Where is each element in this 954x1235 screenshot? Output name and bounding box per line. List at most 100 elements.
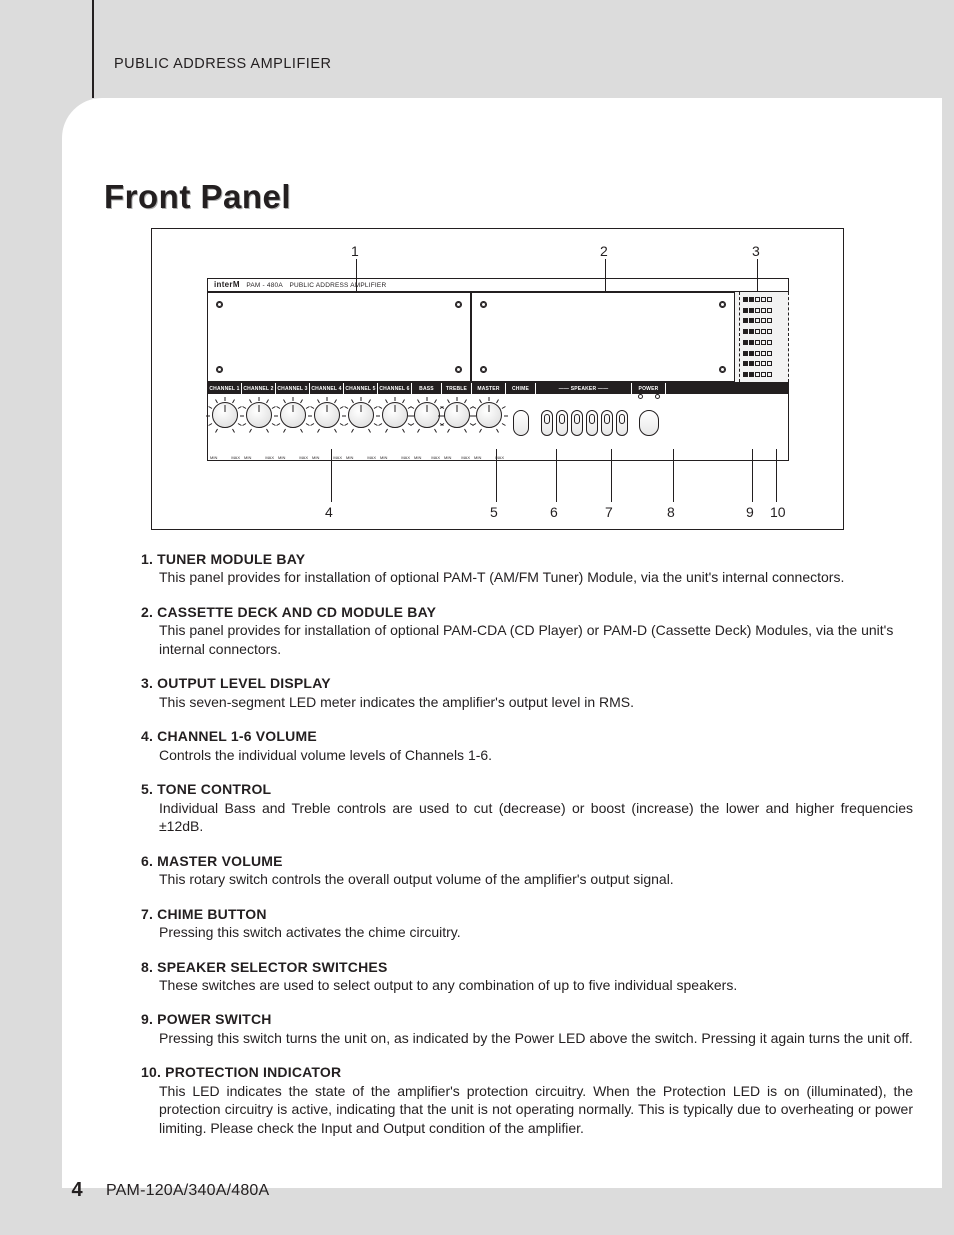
meter-segment xyxy=(761,329,766,334)
meter-segment xyxy=(761,351,766,356)
meter-segment xyxy=(767,340,772,345)
callout-number: 7 xyxy=(605,504,613,520)
master-knob-cell: MINMAX xyxy=(472,394,506,462)
page: PUBLIC ADDRESS AMPLIFIER Front Panel int… xyxy=(0,0,954,1235)
meter-segment xyxy=(743,361,748,366)
callout-number: 8 xyxy=(667,504,675,520)
speaker-label: —— SPEAKER —— xyxy=(536,383,632,394)
meter-segment xyxy=(761,361,766,366)
callout-number: 1 xyxy=(351,243,359,259)
brand-name: interM xyxy=(214,280,240,289)
footer-model: PAM-120A/340A/480A xyxy=(106,1182,269,1200)
chime-label: CHIME xyxy=(506,383,536,394)
item-body: This LED indicates the state of the ampl… xyxy=(141,1082,913,1137)
item-heading: 7. CHIME BUTTON xyxy=(141,905,913,923)
chime-button xyxy=(513,410,529,436)
item-body: This panel provides for installation of … xyxy=(141,568,913,586)
speaker-switch-2 xyxy=(556,410,568,436)
power-led xyxy=(655,394,660,399)
meter-segment xyxy=(761,297,766,302)
knob-range-label: MINMAX xyxy=(242,455,276,460)
meter-segment xyxy=(749,361,754,366)
meter-row xyxy=(743,372,785,377)
meter-segment xyxy=(755,361,760,366)
item-body: Individual Bass and Treble controls are … xyxy=(141,799,913,836)
meter-segment xyxy=(767,297,772,302)
channel-4-label: CHANNEL 4 xyxy=(310,383,344,394)
meter-segment xyxy=(743,318,748,323)
knob-range-label: MINMAX xyxy=(344,455,378,460)
meter-segment xyxy=(767,372,772,377)
item-heading: 6. MASTER VOLUME xyxy=(141,852,913,870)
meter-segment xyxy=(749,372,754,377)
cassette-cd-module-bay xyxy=(471,292,735,382)
callout-number: 2 xyxy=(600,243,608,259)
channel-6-knob xyxy=(382,402,408,428)
screw-icon xyxy=(216,366,223,373)
meter-row xyxy=(743,318,785,323)
bass-knob xyxy=(414,402,440,428)
item-heading: 3. OUTPUT LEVEL DISPLAY xyxy=(141,674,913,692)
callout-line xyxy=(496,449,497,502)
callout-line xyxy=(673,449,674,502)
callout-line xyxy=(331,449,332,502)
callout-line xyxy=(611,449,612,502)
meter-row xyxy=(743,308,785,313)
channel-5-knob-cell: MINMAX xyxy=(344,394,378,462)
item-body: This rotary switch controls the overall … xyxy=(141,870,913,888)
meter-segment xyxy=(749,308,754,313)
knob-range-label: MINMAX xyxy=(472,455,506,460)
description-item: 2. CASSETTE DECK AND CD MODULE BAYThis p… xyxy=(141,603,913,658)
meter-row xyxy=(743,297,785,302)
side-rule xyxy=(92,0,94,98)
knob-range-label: MINMAX xyxy=(442,455,472,460)
meter-segment xyxy=(761,308,766,313)
callout-line xyxy=(356,259,357,292)
master-label: MASTER xyxy=(472,383,506,394)
screw-icon xyxy=(480,366,487,373)
knob-range-label: MINMAX xyxy=(378,455,412,460)
item-heading: 8. SPEAKER SELECTOR SWITCHES xyxy=(141,958,913,976)
channel-4-knob xyxy=(314,402,340,428)
meter-segment xyxy=(749,351,754,356)
item-heading: 2. CASSETTE DECK AND CD MODULE BAY xyxy=(141,603,913,621)
tuner-module-bay xyxy=(207,292,471,382)
channel-6-label: CHANNEL 6 xyxy=(378,383,412,394)
channel-3-knob-cell: MINMAX xyxy=(276,394,310,462)
callout-line xyxy=(605,259,606,292)
brand-text: interM PAM - 480A PUBLIC ADDRESS AMPLIFI… xyxy=(214,280,386,289)
item-heading: 1. TUNER MODULE BAY xyxy=(141,550,913,568)
item-heading: 9. POWER SWITCH xyxy=(141,1010,913,1028)
header-label: PUBLIC ADDRESS AMPLIFIER xyxy=(114,56,331,72)
item-body: These switches are used to select output… xyxy=(141,976,913,994)
front-panel-diagram: interM PAM - 480A PUBLIC ADDRESS AMPLIFI… xyxy=(151,228,844,530)
control-label-bar: CHANNEL 1CHANNEL 2CHANNEL 3CHANNEL 4CHAN… xyxy=(208,383,788,394)
meter-segment xyxy=(743,372,748,377)
callout-line xyxy=(556,449,557,502)
meter-row xyxy=(743,351,785,356)
speaker-switches xyxy=(536,394,632,462)
channel-2-knob xyxy=(246,402,272,428)
treble-knob xyxy=(444,402,470,428)
knob-range-label: MINMAX xyxy=(412,455,442,460)
item-body: Pressing this switch turns the unit on, … xyxy=(141,1029,913,1047)
knob-range-label: MINMAX xyxy=(208,455,242,460)
power-label: POWER xyxy=(632,383,666,394)
page-number: 4 xyxy=(62,1179,92,1202)
description-item: 5. TONE CONTROLIndividual Bass and Trebl… xyxy=(141,780,913,835)
description-item: 8. SPEAKER SELECTOR SWITCHESThese switch… xyxy=(141,958,913,995)
speaker-switch-4 xyxy=(586,410,598,436)
screw-icon xyxy=(719,301,726,308)
description-list: 1. TUNER MODULE BAYThis panel provides f… xyxy=(141,550,913,1153)
channel-1-knob-cell: MINMAX xyxy=(208,394,242,462)
knob-range-label: MINMAX xyxy=(276,455,310,460)
treble-knob-cell: MINMAX xyxy=(442,394,472,462)
meter-segment xyxy=(755,297,760,302)
power-switch xyxy=(639,410,659,436)
meter-segment xyxy=(767,308,772,313)
meter-segment xyxy=(743,340,748,345)
callout-line xyxy=(757,259,758,292)
item-body: Controls the individual volume levels of… xyxy=(141,746,913,764)
description-item: 4. CHANNEL 1-6 VOLUMEControls the indivi… xyxy=(141,727,913,764)
description-item: 7. CHIME BUTTONPressing this switch acti… xyxy=(141,905,913,942)
